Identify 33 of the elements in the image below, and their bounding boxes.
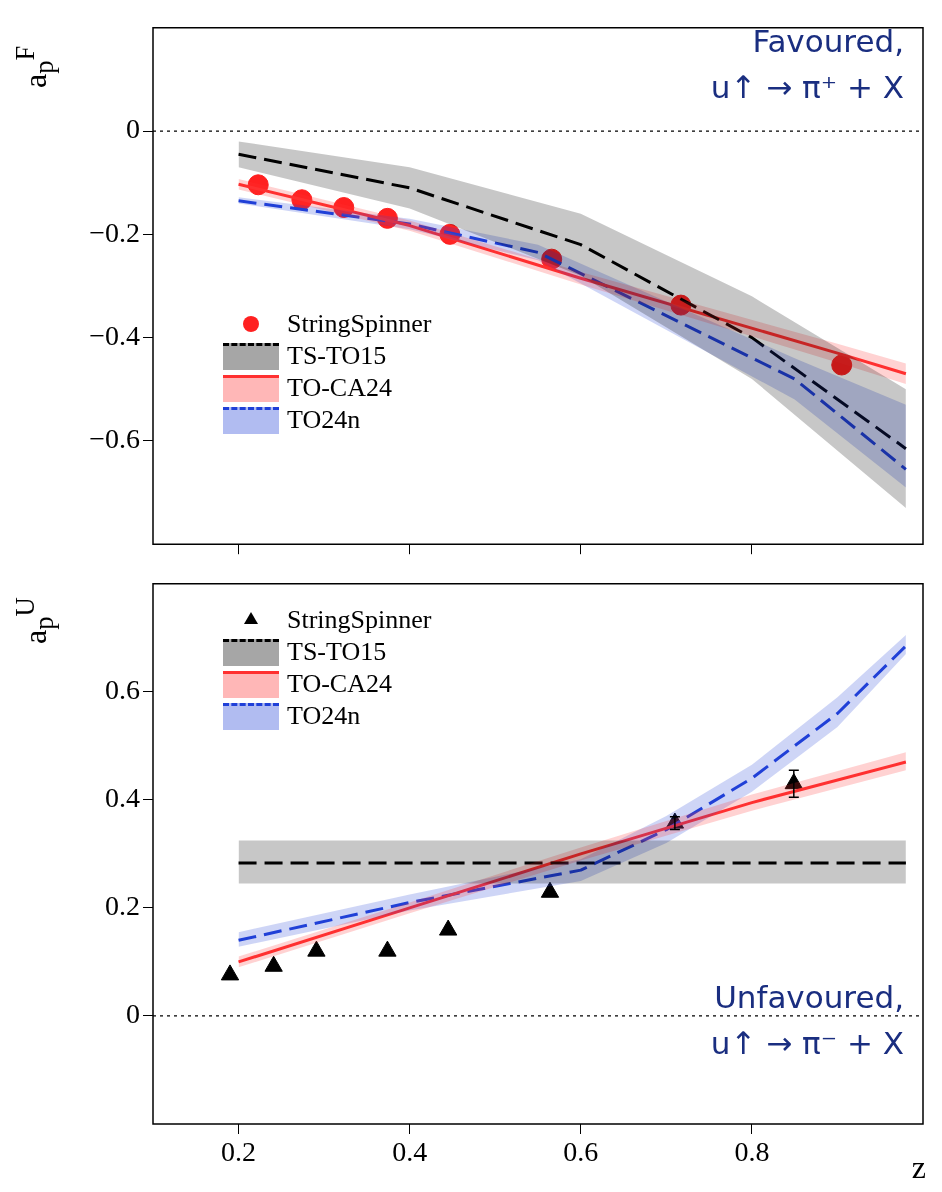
point [307, 940, 326, 957]
y-tick-label: −0.2 [89, 216, 140, 248]
line-series [237, 152, 908, 451]
point [439, 919, 458, 936]
x-tick-label: 0.8 [734, 1136, 770, 1168]
y-tick-label: 0 [126, 113, 140, 145]
point [264, 955, 283, 972]
point [540, 881, 560, 898]
legend-label: TO24n [287, 701, 361, 731]
legend-label: TO-CA24 [287, 373, 392, 403]
point [220, 964, 240, 981]
y-tick-label: −0.4 [89, 320, 140, 351]
x-tick-label: 0.4 [392, 1136, 428, 1168]
legend-label: TS-TO15 [287, 341, 387, 371]
legend-label: StringSpinner [287, 309, 432, 339]
point [378, 940, 397, 957]
annotation: u↑ → π⁺ + X [710, 68, 904, 107]
y-tick-label: 0.6 [105, 674, 140, 706]
legend-label: TO24n [287, 405, 361, 435]
legend-label: StringSpinner [287, 605, 432, 635]
x-tick-label: 0.6 [563, 1136, 599, 1168]
y-tick-label: 0.4 [105, 782, 140, 814]
annotation: Unfavoured, [713, 978, 904, 1017]
y-tick-label: 0 [126, 998, 140, 1030]
y-tick-label: 0.2 [105, 890, 140, 922]
x-tick-label: 0.2 [221, 1136, 257, 1168]
annotation: Favoured, [751, 22, 904, 61]
annotation: u↑ → π⁻ + X [710, 1024, 904, 1063]
y-tick-label: −0.6 [89, 423, 140, 455]
x-axis-title: z [911, 1149, 926, 1186]
point [831, 354, 853, 376]
legend-label: TO-CA24 [287, 669, 392, 699]
legend-label: TS-TO15 [287, 637, 387, 667]
